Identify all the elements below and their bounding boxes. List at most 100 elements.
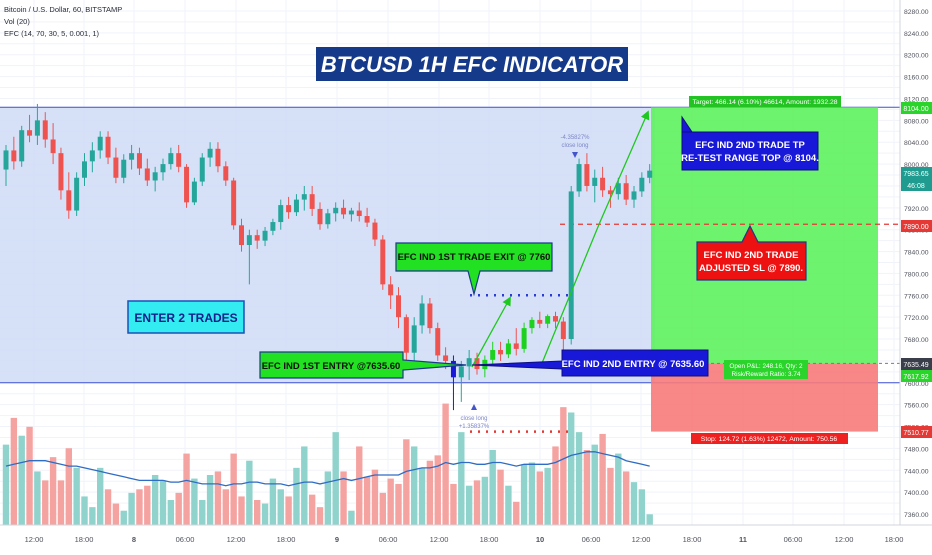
close-long-bottom-marker: close long +1.35837% [459, 404, 490, 430]
candle-body [576, 164, 582, 192]
volume-bar [316, 507, 324, 525]
candle-body [513, 343, 519, 349]
price-tag-last: 7983.65 46:08 [901, 167, 932, 191]
sl-callout [696, 224, 807, 281]
time-axis-label: 06:00 [582, 535, 601, 544]
candle-body [278, 205, 284, 223]
candle-body [239, 225, 244, 246]
candle-body [309, 194, 315, 209]
volume-bar [607, 467, 614, 525]
efc-legend[interactable]: EFC (14, 70, 30, 5, 0.001, 1) [4, 29, 100, 38]
price-axis-label: 7840.00 [904, 250, 929, 257]
down-arrow-icon [572, 152, 578, 158]
volume-bar [293, 467, 300, 525]
candle-body [380, 239, 386, 285]
candle-body [301, 194, 307, 200]
price-axis-label: 7680.00 [904, 337, 929, 344]
time-axis-label: 18:00 [683, 535, 702, 544]
candle-body [42, 120, 48, 140]
candle-body [11, 150, 17, 162]
candle-body [113, 157, 119, 178]
volume-bar [89, 507, 96, 525]
volume-bar [473, 480, 481, 525]
candle-body [160, 164, 166, 173]
time-axis-label: 12:00 [632, 535, 651, 544]
second-entry-label: EFC IND 2ND ENTRY @ 7635.60 [562, 359, 705, 370]
candle-body [607, 190, 613, 195]
candle-body [639, 177, 645, 192]
price-tag-entry: 7635.49 [901, 358, 932, 370]
first-entry-label: EFC IND 1ST ENTRY @7635.60 [262, 361, 401, 372]
candle-body [592, 177, 598, 186]
candle-body [600, 177, 606, 191]
volume-bar [465, 485, 473, 525]
candle-body [262, 230, 268, 241]
sl-label-line2: ADJUSTED SL @ 7890. [699, 263, 803, 274]
volume-bar [332, 432, 339, 525]
price-tag-green-small-text: 7617.92 [903, 374, 928, 381]
candle-body [254, 235, 260, 241]
volume-bar [104, 489, 112, 525]
candle-body [89, 150, 95, 162]
tp-label-line1: EFC IND 2ND TRADE TP [695, 140, 805, 151]
price-tag-sl: 7890.00 [901, 220, 932, 232]
first-entry-callout [259, 351, 467, 379]
volume-bar [387, 478, 394, 525]
volume-bar [379, 492, 386, 525]
candle-body [168, 153, 174, 165]
volume-bar [277, 489, 284, 525]
candle-body [3, 150, 9, 170]
price-axis-label: 7440.00 [904, 468, 929, 475]
candle-body [207, 148, 213, 158]
volume-bar [144, 485, 151, 525]
volume-bar [222, 489, 229, 525]
price-tag-top-range-text: 8104.00 [903, 106, 928, 113]
time-axis[interactable]: 12:00 18:00 8 06:00 12:00 18:00 9 06:00 12:00 18:… [25, 535, 904, 544]
volume-bar [97, 467, 104, 525]
candle-body [364, 216, 370, 223]
price-axis-label: 7920.00 [904, 206, 929, 213]
time-axis-label: 12:00 [430, 535, 449, 544]
candle-body [66, 190, 72, 211]
volume-bar [128, 492, 135, 525]
volume-bar [575, 432, 583, 525]
candle-body [419, 303, 425, 326]
volume-bar [583, 450, 591, 525]
volume-bar [489, 450, 496, 525]
price-axis-label: 7560.00 [904, 403, 929, 410]
candle-body [427, 303, 433, 329]
volume-bar [599, 433, 606, 525]
volume-bar [199, 500, 206, 525]
candle-body [136, 153, 142, 169]
time-axis-label: 12:00 [227, 535, 246, 544]
candle-body [388, 284, 394, 296]
volume-bar [630, 482, 638, 525]
time-axis-label: 06:00 [176, 535, 195, 544]
volume-bar [638, 489, 646, 525]
volume-bar [591, 444, 598, 525]
first-exit-callout [395, 242, 553, 297]
price-axis[interactable]: 8280.00 8240.00 8200.00 8160.00 8120.00 8080.… [904, 9, 929, 519]
enter-two-trades-box [127, 300, 245, 334]
volume-bar [49, 457, 57, 525]
symbol-legend[interactable]: Bitcoin / U.S. Dollar, 60, BITSTAMP [4, 5, 122, 14]
open-pl-label: Open P&L: 248.16, Qty: 2 [729, 363, 803, 370]
volume-bar [622, 471, 630, 525]
volume-bar [371, 469, 379, 525]
candle-body [293, 199, 299, 213]
volume-legend[interactable]: Vol (20) [4, 17, 30, 26]
stop-label: Stop: 124.72 (1.63%) 12472, Amount: 750.… [701, 436, 838, 443]
price-tag-sl-text: 7890.00 [903, 224, 928, 231]
volume-bar [81, 496, 88, 525]
target-label: Target: 466.14 (6.10%) 46614, Amount: 19… [692, 99, 837, 106]
close-long-top-pct: -4.35827% [560, 135, 590, 141]
time-axis-label: 12:00 [25, 535, 44, 544]
price-axis-label: 7720.00 [904, 315, 929, 322]
candle-body [231, 180, 237, 226]
volume-bar [308, 494, 316, 525]
candle-body [34, 120, 40, 136]
candle-body [152, 172, 158, 181]
candle-body [74, 177, 80, 211]
